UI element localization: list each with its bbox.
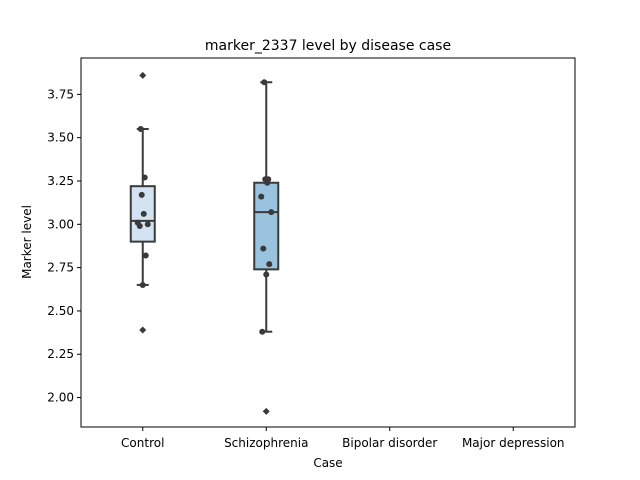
y-tick-label: 3.00 <box>47 217 74 231</box>
x-tick-label: Control <box>121 436 164 450</box>
data-point <box>142 252 149 259</box>
x-axis-label: Case <box>313 456 342 470</box>
data-point <box>258 193 265 200</box>
box-iqr <box>253 181 280 271</box>
data-point <box>264 179 271 186</box>
outlier-point <box>139 326 147 334</box>
data-point <box>136 223 143 230</box>
data-point <box>139 281 146 288</box>
y-tick-label: 3.25 <box>47 174 74 188</box>
box-series <box>129 71 280 415</box>
y-tick-label: 2.00 <box>47 391 74 405</box>
x-tick-label: Major depression <box>462 436 565 450</box>
plot-area-frame <box>80 57 576 428</box>
data-point <box>259 328 266 335</box>
x-tick-label: Bipolar disorder <box>342 436 437 450</box>
data-point <box>260 245 267 252</box>
data-point <box>144 221 151 228</box>
y-tick-label: 2.50 <box>47 304 74 318</box>
data-point <box>266 261 273 268</box>
data-point <box>261 79 268 86</box>
data-point <box>140 210 147 217</box>
y-axis: 2.00 2.25 2.50 2.75 3.00 3.25 3.50 3.75 <box>47 87 81 405</box>
data-point <box>138 191 145 198</box>
data-point <box>263 271 270 278</box>
y-tick-label: 2.75 <box>47 261 74 275</box>
y-axis-label: Marker level <box>20 205 34 279</box>
y-tick-label: 3.50 <box>47 131 74 145</box>
data-point <box>141 174 148 181</box>
data-point <box>268 209 275 216</box>
outlier-point <box>262 407 270 415</box>
outlier-point <box>139 71 147 79</box>
x-axis: Control Schizophrenia Bipolar disorder Majo… <box>121 427 565 450</box>
x-tick-label: Schizophrenia <box>224 436 308 450</box>
y-tick-label: 3.75 <box>47 87 74 101</box>
y-tick-label: 2.25 <box>47 347 74 361</box>
chart-title: marker_2337 level by disease case <box>205 38 451 54</box>
data-point <box>137 126 144 133</box>
